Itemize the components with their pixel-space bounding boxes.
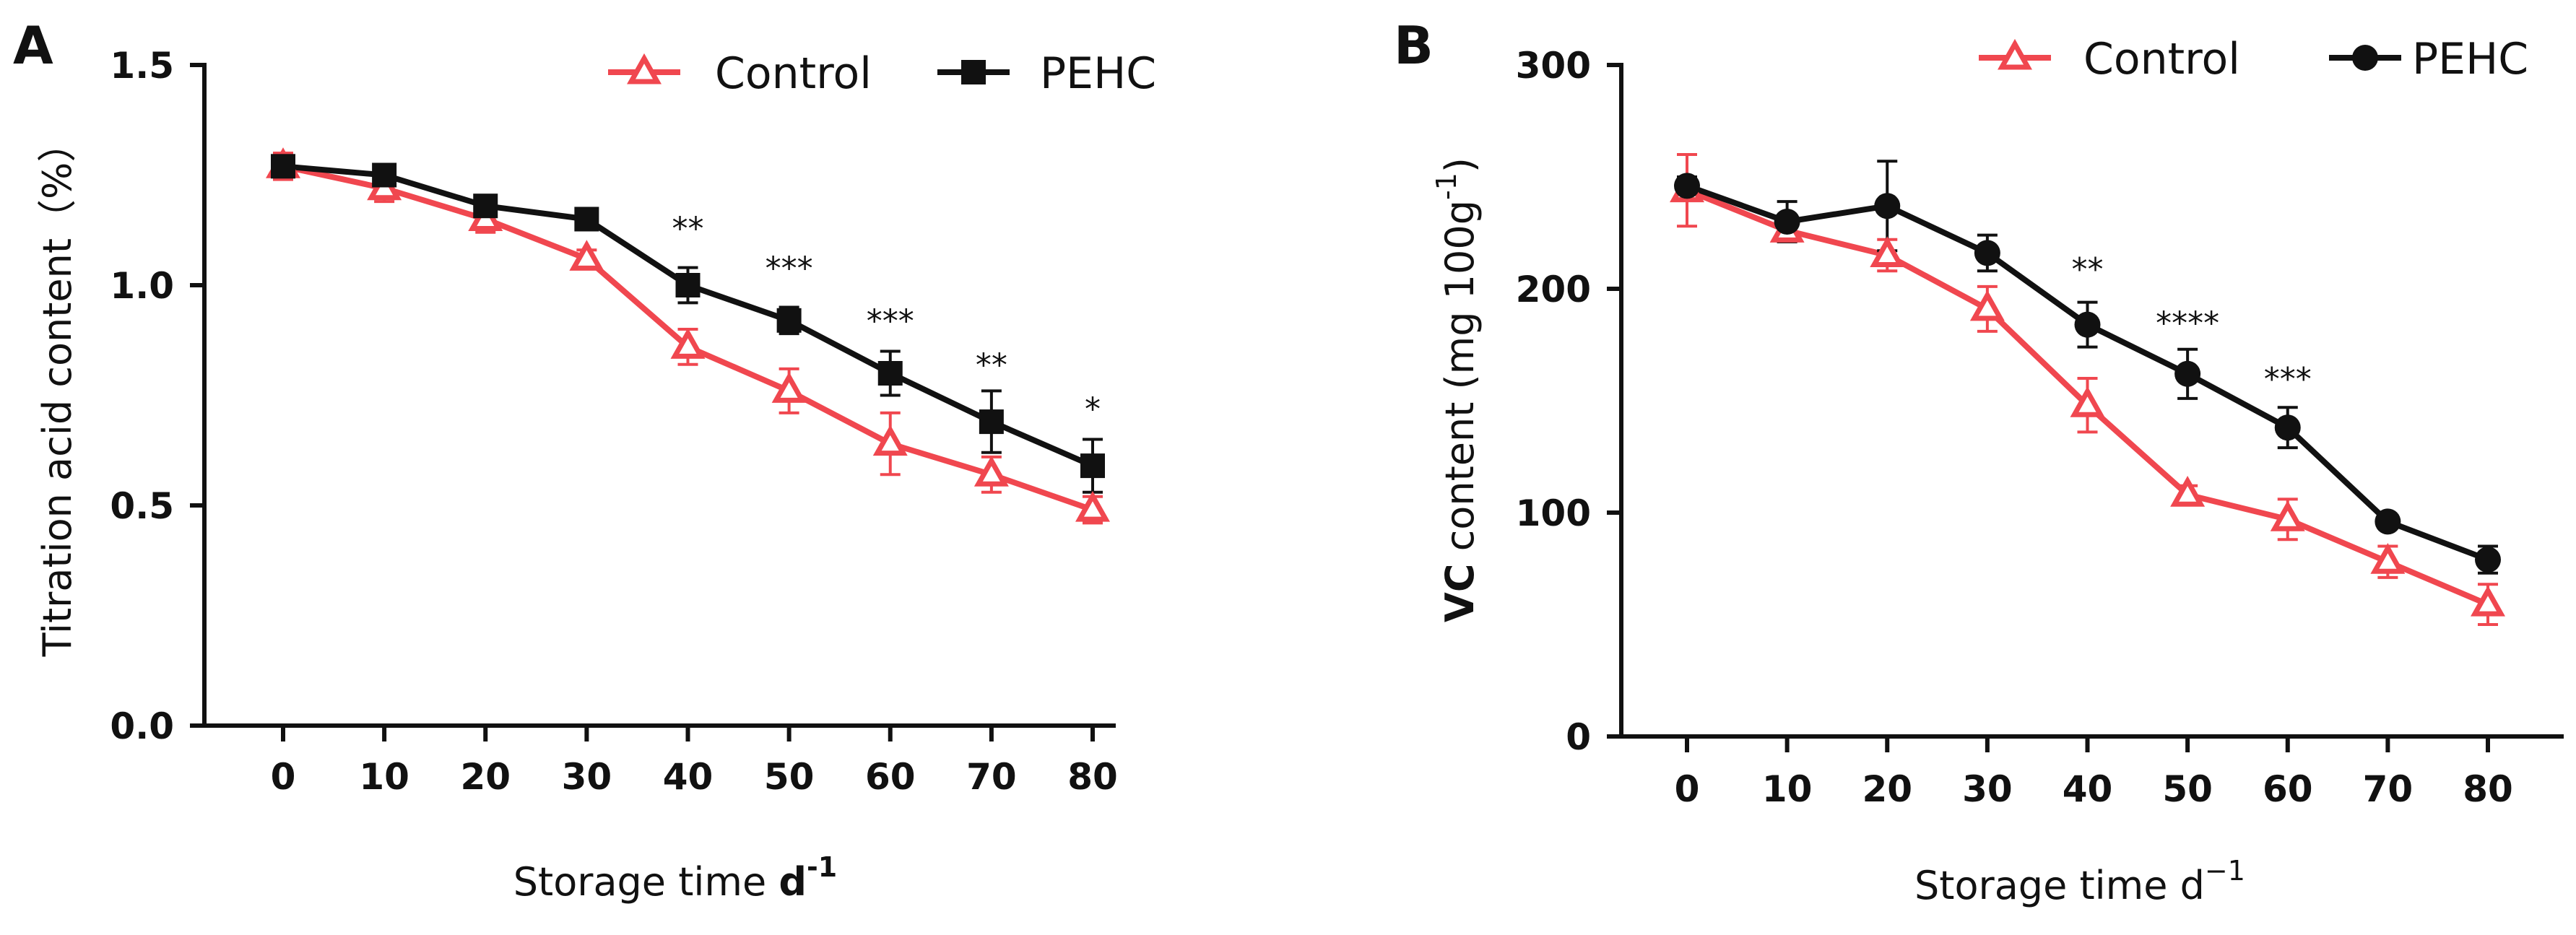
legend-b-pehc-label: PEHC xyxy=(2412,34,2528,84)
significance-label-a-1: *** xyxy=(766,251,813,287)
legend-a-control-label: Control xyxy=(715,48,872,99)
panel-a-y-axis-title: Titration acid content（%） xyxy=(35,123,80,658)
legend-a-pehc-label: PEHC xyxy=(1040,48,1156,99)
legend-b-control-triangle-icon xyxy=(1998,38,2032,70)
data-point-a-control-3 xyxy=(569,240,604,271)
panel-b-letter: B xyxy=(1394,15,1434,76)
data-point-a-control-5 xyxy=(771,372,807,403)
y-tick-label-b-2: 200 xyxy=(1516,269,1591,310)
data-point-a-pehc-0 xyxy=(271,154,295,179)
x-tick-label-b-4: 40 xyxy=(2063,768,2113,810)
panel-a-plot-area: 0.00.51.01.50 10 20 30 40 50 60 70 80*********** xyxy=(110,45,1117,798)
panel-b-y-axis-title-end: ) xyxy=(1437,157,1483,173)
x-tick-label-a-6: 60 xyxy=(865,756,916,798)
significance-label-b-1: **** xyxy=(2156,305,2219,342)
panel-b-y-axis-title-sup: -1 xyxy=(1431,173,1462,200)
data-point-a-pehc-4 xyxy=(675,273,701,297)
data-point-a-control-4 xyxy=(670,328,706,359)
x-tick-label-b-8: 80 xyxy=(2463,768,2513,810)
x-tick-label-b-2: 20 xyxy=(1862,768,1912,810)
panel-b-y-axis-title-mid: content (mg 100g xyxy=(1437,200,1483,564)
x-tick-label-a-2: 20 xyxy=(460,756,511,798)
data-point-a-pehc-8 xyxy=(1080,453,1105,479)
panel-a-letter: A xyxy=(13,15,53,76)
significance-label-b-2: *** xyxy=(2264,361,2312,398)
data-point-a-pehc-1 xyxy=(372,162,397,188)
panel-b-x-axis-title: Storage time d−1 xyxy=(1914,855,2245,908)
panel-a-x-axis-title-sup: -1 xyxy=(807,851,837,883)
data-point-b-control-7 xyxy=(2370,543,2406,574)
y-tick-label-a-0: 0.0 xyxy=(110,705,174,747)
data-point-b-pehc-1 xyxy=(1774,209,1800,235)
data-point-a-pehc-3 xyxy=(574,206,599,232)
x-tick-label-a-4: 40 xyxy=(663,756,714,798)
data-point-b-pehc-5 xyxy=(2174,360,2201,387)
data-point-a-control-7 xyxy=(973,456,1009,487)
y-tick-label-a-1: 0.5 xyxy=(110,485,174,527)
data-point-b-control-2 xyxy=(1870,236,1905,267)
data-point-b-pehc-8 xyxy=(2475,547,2501,573)
panel-a-x-axis-title: Storage time d-1 xyxy=(513,851,838,905)
panel-a-legend: Control PEHC xyxy=(608,48,1156,99)
panel-b-chart: B VC content (mg 100g-1) Storage time d−… xyxy=(1394,15,2564,908)
legend-b-control-label: Control xyxy=(2083,34,2240,84)
x-tick-label-b-7: 70 xyxy=(2363,768,2414,810)
data-point-b-control-3 xyxy=(1969,290,2005,321)
panel-b-x-axis-title-main: Storage time d xyxy=(1914,863,2205,908)
x-tick-label-b-0: 0 xyxy=(1675,768,1700,810)
y-tick-label-b-3: 300 xyxy=(1516,45,1591,87)
y-tick-label-a-2: 1.0 xyxy=(110,265,174,307)
panel-b-legend: Control PEHC xyxy=(1979,34,2528,84)
x-tick-label-a-5: 50 xyxy=(764,756,815,798)
data-point-b-pehc-6 xyxy=(2274,414,2301,441)
panel-a-chart: A Titration acid content（%） Storage time… xyxy=(13,15,1156,905)
panel-a-x-axis-title-unit: d xyxy=(779,859,807,905)
x-tick-label-a-8: 80 xyxy=(1067,756,1118,798)
x-tick-label-a-3: 30 xyxy=(562,756,612,798)
data-point-b-pehc-4 xyxy=(2074,311,2101,338)
data-point-b-control-6 xyxy=(2270,500,2305,531)
data-point-a-control-8 xyxy=(1075,490,1110,522)
x-tick-label-b-5: 50 xyxy=(2162,768,2213,810)
data-point-b-pehc-3 xyxy=(1974,240,2000,266)
data-point-a-pehc-5 xyxy=(776,308,802,333)
data-point-a-control-6 xyxy=(872,425,908,456)
data-point-a-pehc-2 xyxy=(473,193,498,219)
legend-a-pehc-square-icon xyxy=(961,60,986,84)
data-point-b-control-4 xyxy=(2070,386,2105,417)
data-point-b-pehc-7 xyxy=(2375,508,2401,535)
x-tick-label-b-6: 60 xyxy=(2263,768,2313,810)
significance-label-a-3: ** xyxy=(976,347,1007,384)
panel-b-y-axis-title-bold: VC xyxy=(1437,564,1483,622)
data-point-b-control-8 xyxy=(2471,585,2505,617)
legend-b-pehc-circle-icon xyxy=(2352,45,2378,71)
x-tick-label-a-1: 10 xyxy=(359,756,409,798)
data-point-a-pehc-7 xyxy=(979,409,1004,435)
x-tick-label-b-1: 10 xyxy=(1762,768,1813,810)
x-tick-label-a-7: 70 xyxy=(966,756,1017,798)
panel-a-x-axis-title-main: Storage time xyxy=(513,859,779,905)
significance-label-a-2: *** xyxy=(867,303,914,340)
data-point-b-pehc-2 xyxy=(1874,193,1901,219)
series-line-b-pehc xyxy=(1686,183,2489,562)
panel-b-x-axis-title-sup: −1 xyxy=(2205,855,2245,887)
x-tick-label-b-3: 30 xyxy=(1962,768,2013,810)
panel-b-y-axis-title: VC content (mg 100g-1) xyxy=(1431,157,1483,622)
significance-label-a-4: * xyxy=(1085,391,1101,428)
y-tick-label-b-0: 0 xyxy=(1566,716,1591,758)
y-tick-label-a-3: 1.5 xyxy=(110,45,174,87)
significance-label-b-0: ** xyxy=(2072,251,2104,288)
data-point-b-pehc-0 xyxy=(1674,173,1700,199)
data-point-a-pehc-6 xyxy=(877,361,903,386)
data-point-b-control-5 xyxy=(2170,476,2206,507)
y-tick-label-b-1: 100 xyxy=(1516,492,1591,534)
legend-a-control-triangle-icon xyxy=(627,53,662,84)
significance-label-a-0: ** xyxy=(672,211,704,248)
x-tick-label-a-0: 0 xyxy=(271,756,296,798)
